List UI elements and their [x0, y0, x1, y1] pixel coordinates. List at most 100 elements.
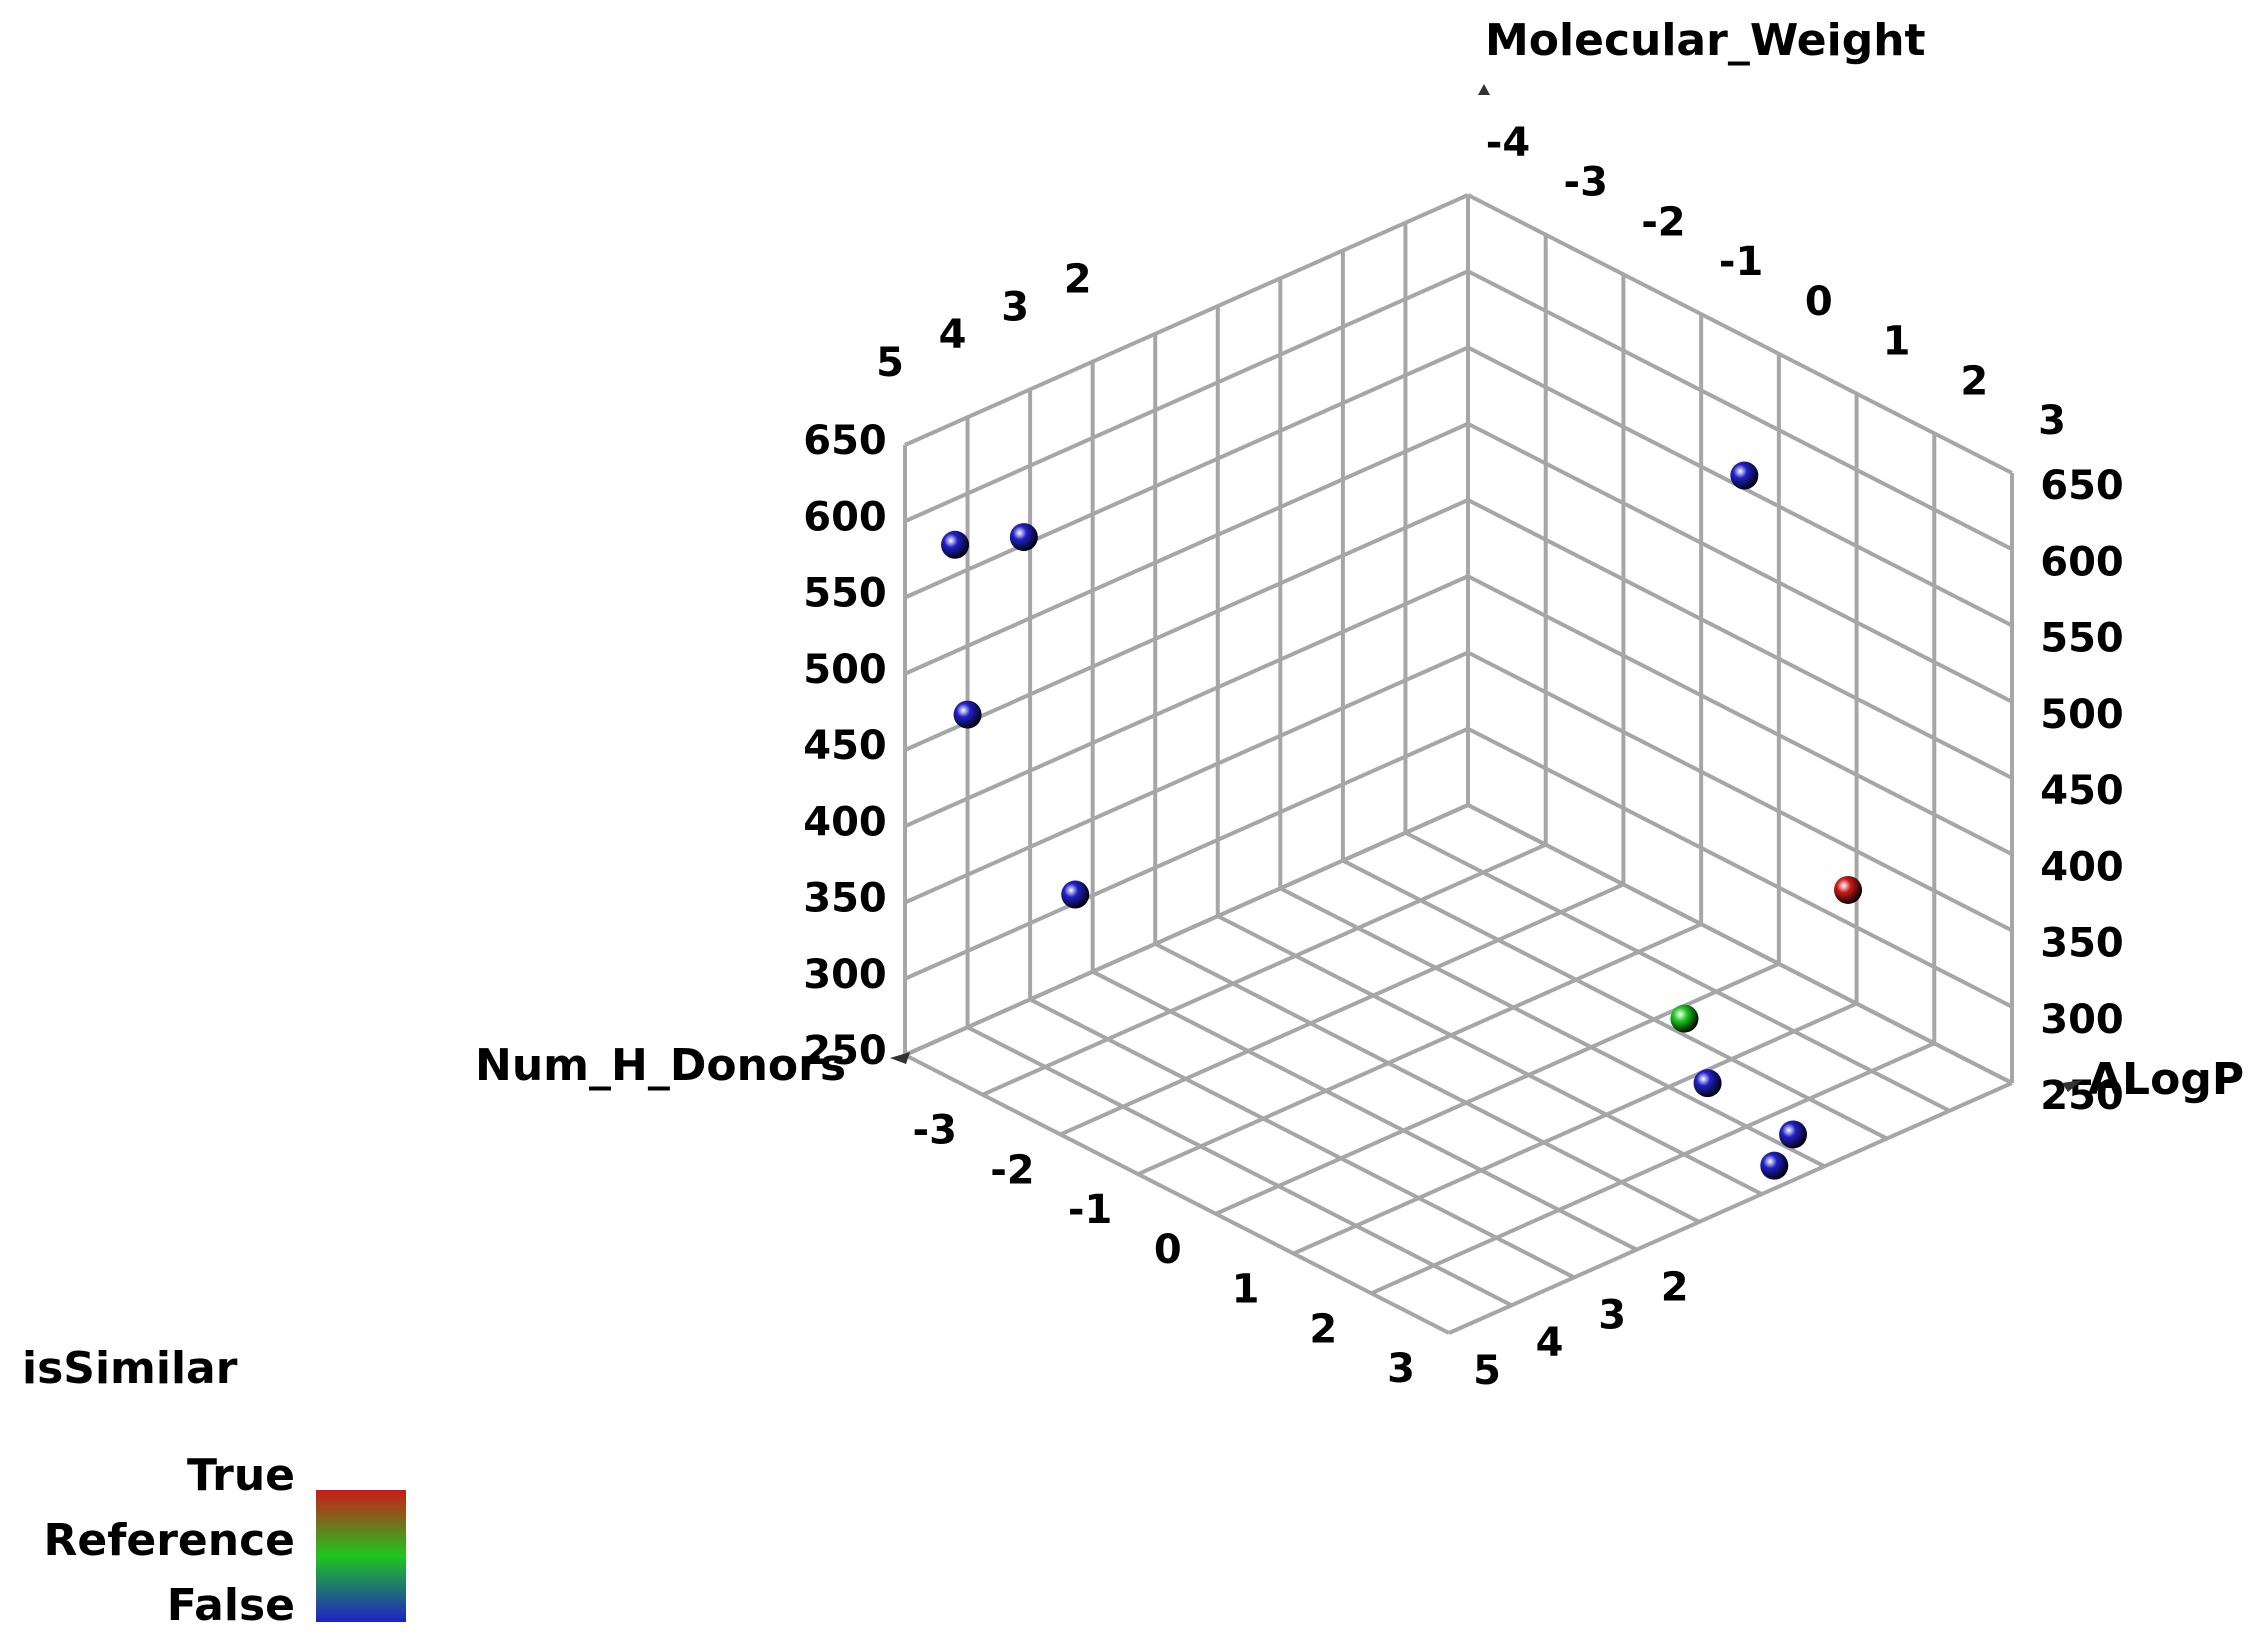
data-point-false: [1730, 461, 1759, 490]
data-point-false: [1061, 880, 1090, 909]
y-right-tick-label: 4: [1536, 1320, 1564, 1366]
floor-grid-line: [1091, 969, 1638, 1252]
legend-entry-true: True: [187, 1450, 295, 1501]
right-wall-grid-line: [1467, 498, 2013, 780]
data-point-reference: [1670, 1004, 1699, 1033]
floor-grid-line: [1292, 1001, 1858, 1256]
y-axis-label: Num_H_Donors: [475, 1040, 846, 1091]
x-top-tick-label: -2: [1641, 199, 1685, 245]
x-top-tick-label: 3: [2038, 398, 2066, 444]
z-left-tick-label: 350: [803, 876, 887, 922]
floor-grid-line: [1448, 1081, 2013, 1335]
x-bottom-tick-label: 0: [1154, 1227, 1182, 1273]
y-top-tick-label: 2: [1064, 257, 1092, 303]
data-point-false: [1009, 523, 1038, 552]
legend-title: isSimilar: [22, 1343, 238, 1394]
grid-lines: [903, 193, 2014, 1335]
z-axis-title: Molecular_Weight: [1478, 15, 1926, 95]
tick-labels: -4-3-2-101232345-3-2-1012323452503003504…: [803, 120, 2124, 1394]
x-top-tick-label: -3: [1563, 160, 1607, 206]
legend-entry-false: False: [167, 1580, 295, 1631]
right-wall-grid-line: [1467, 193, 2013, 475]
x-bottom-tick-label: 2: [1309, 1306, 1337, 1352]
right-wall-grid-line: [1467, 269, 2013, 552]
data-point-true: [1834, 875, 1863, 904]
z-left-tick-label: 600: [803, 494, 887, 540]
z-right-tick-label: 550: [2040, 616, 2124, 662]
z-right-tick-label: 300: [2040, 997, 2124, 1043]
x-bottom-tick-label: 3: [1387, 1346, 1415, 1392]
data-points: [941, 461, 1863, 1180]
floor-grid-line: [1341, 858, 1888, 1141]
left-wall-grid-line: [904, 345, 1469, 600]
floor-grid-line: [1370, 1041, 1936, 1296]
y-top-tick-label: 4: [939, 312, 967, 358]
floor-grid-line: [981, 842, 1547, 1097]
data-point-false: [953, 700, 982, 729]
legend-entry-reference: Reference: [44, 1515, 296, 1566]
z-right-tick-label: 250: [2040, 1073, 2124, 1119]
z-left-tick-label: 300: [803, 952, 887, 998]
right-wall-grid-line: [1467, 574, 2013, 857]
left-wall-grid-line: [904, 650, 1469, 905]
x-top-tick-label: 1: [1883, 319, 1911, 365]
y-top-tick-label: 3: [1001, 284, 1029, 330]
x-axis-label: ALogP: [2088, 1054, 2244, 1105]
z-right-tick-label: 350: [2040, 921, 2124, 967]
floor-grid-line: [1059, 882, 1625, 1137]
z-right-tick-label: 450: [2040, 768, 2124, 814]
floor-grid-line: [1029, 997, 1576, 1280]
x-bottom-tick-label: -3: [912, 1108, 956, 1154]
floor-grid-line: [1216, 914, 1763, 1196]
left-wall-grid-line: [904, 574, 1469, 829]
right-wall-grid-line: [1467, 650, 2013, 933]
z-right-tick-label: 400: [2040, 844, 2124, 890]
z-axis-label: Molecular_Weight: [1485, 15, 1926, 66]
left-wall-grid-line: [904, 726, 1469, 981]
floor-grid-line: [1137, 922, 1702, 1176]
left-wall-grid-line: [904, 421, 1469, 676]
x-bottom-tick-label: -2: [990, 1147, 1034, 1193]
legend: isSimilar True Reference False: [22, 1343, 406, 1631]
floor-grid-line: [966, 1025, 1513, 1308]
right-wall-grid-line: [1467, 803, 2013, 1085]
left-wall-grid-line: [904, 803, 1469, 1057]
y-axis-title: Num_H_Donors: [475, 1040, 910, 1091]
z-left-tick-label: 500: [803, 647, 887, 693]
data-point-false: [1693, 1069, 1722, 1098]
z-axis-arrow-icon: [1478, 84, 1490, 95]
z-left-tick-label: 400: [803, 799, 887, 845]
floor-grid-line: [904, 1053, 1450, 1335]
x-top-tick-label: 2: [1960, 358, 1988, 404]
y-right-tick-label: 3: [1598, 1292, 1626, 1338]
x-bottom-tick-label: -1: [1068, 1187, 1112, 1233]
z-left-tick-label: 250: [803, 1028, 887, 1074]
floor-grid-line: [1279, 886, 1826, 1169]
left-wall-grid-line: [904, 498, 1469, 752]
z-left-tick-label: 550: [803, 571, 887, 617]
x-axis-title: ALogP: [2062, 1054, 2244, 1105]
z-right-tick-label: 500: [2040, 692, 2124, 738]
data-point-false: [941, 530, 970, 559]
x-top-tick-label: -4: [1486, 120, 1530, 166]
x-top-tick-label: 0: [1805, 279, 1833, 325]
right-wall-grid-line: [1467, 421, 2013, 704]
z-left-tick-label: 450: [803, 723, 887, 769]
y-axis-arrow-icon: [890, 1052, 910, 1064]
x-bottom-tick-label: 1: [1232, 1267, 1260, 1313]
y-top-tick-label: 5: [876, 340, 904, 386]
y-right-tick-label: 5: [1473, 1348, 1501, 1394]
x-axis-arrow-icon: [2062, 1080, 2082, 1092]
left-wall-grid-line: [904, 193, 1469, 447]
left-wall-grid-line: [904, 269, 1469, 524]
floor-grid-line: [1404, 830, 1951, 1113]
y-right-tick-label: 2: [1661, 1265, 1689, 1311]
z-right-tick-label: 600: [2040, 539, 2124, 585]
data-point-false: [1779, 1120, 1808, 1149]
legend-color-bar: [316, 1490, 406, 1622]
z-right-tick-label: 650: [2040, 463, 2124, 509]
data-point-false: [1760, 1151, 1789, 1180]
z-left-tick-label: 650: [803, 418, 887, 464]
floor-grid-line: [1154, 942, 1701, 1224]
